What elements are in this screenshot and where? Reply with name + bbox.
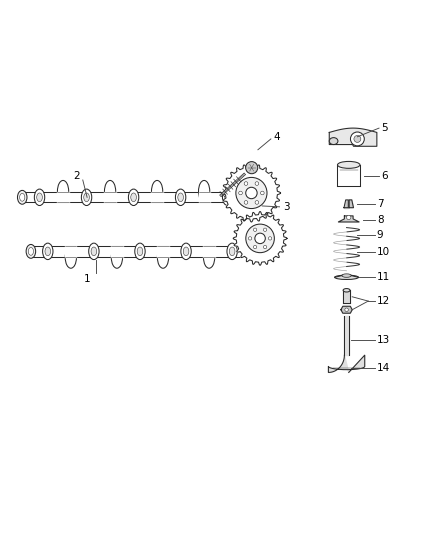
Ellipse shape	[104, 181, 116, 202]
Ellipse shape	[204, 247, 215, 268]
Text: 11: 11	[377, 272, 390, 282]
Text: 10: 10	[377, 247, 390, 257]
Ellipse shape	[338, 161, 360, 168]
Text: 14: 14	[377, 363, 390, 373]
Ellipse shape	[227, 243, 237, 260]
Polygon shape	[233, 212, 287, 265]
Ellipse shape	[128, 189, 139, 206]
Ellipse shape	[37, 193, 42, 201]
Ellipse shape	[178, 193, 184, 201]
Ellipse shape	[335, 275, 358, 279]
Circle shape	[263, 245, 267, 249]
Circle shape	[268, 237, 272, 240]
Polygon shape	[349, 200, 353, 208]
Text: 5: 5	[381, 123, 388, 133]
Ellipse shape	[181, 243, 191, 260]
Ellipse shape	[183, 247, 189, 256]
Text: 2: 2	[73, 171, 80, 181]
Text: 4: 4	[273, 132, 280, 142]
Circle shape	[246, 224, 274, 253]
Circle shape	[246, 187, 257, 199]
Ellipse shape	[91, 247, 97, 256]
Circle shape	[261, 191, 264, 195]
Text: 6: 6	[381, 171, 388, 181]
Text: 3: 3	[283, 202, 290, 212]
Polygon shape	[328, 355, 365, 373]
Ellipse shape	[342, 274, 351, 277]
Circle shape	[346, 215, 351, 220]
Ellipse shape	[223, 189, 233, 206]
Ellipse shape	[230, 247, 235, 256]
Polygon shape	[341, 306, 352, 313]
Ellipse shape	[88, 243, 99, 260]
Circle shape	[236, 177, 267, 208]
Ellipse shape	[42, 243, 53, 260]
Ellipse shape	[65, 247, 77, 268]
Polygon shape	[338, 165, 360, 187]
Polygon shape	[223, 164, 280, 222]
Ellipse shape	[137, 247, 143, 256]
Ellipse shape	[57, 181, 69, 202]
Ellipse shape	[131, 193, 136, 201]
Circle shape	[254, 245, 257, 249]
Circle shape	[248, 237, 252, 240]
Circle shape	[244, 182, 248, 185]
Circle shape	[244, 200, 248, 204]
Text: 13: 13	[377, 335, 390, 345]
Text: 1: 1	[84, 274, 90, 285]
Text: 7: 7	[377, 199, 383, 209]
Circle shape	[254, 228, 257, 231]
Circle shape	[350, 132, 364, 146]
Circle shape	[239, 191, 242, 195]
Ellipse shape	[329, 138, 338, 144]
Circle shape	[255, 233, 265, 244]
Circle shape	[255, 200, 259, 204]
Ellipse shape	[28, 247, 33, 255]
Text: 9: 9	[377, 230, 383, 240]
Polygon shape	[343, 290, 350, 303]
Polygon shape	[338, 216, 359, 222]
Ellipse shape	[34, 189, 45, 206]
Circle shape	[263, 228, 267, 231]
Ellipse shape	[176, 189, 186, 206]
Circle shape	[255, 182, 259, 185]
Circle shape	[354, 135, 361, 142]
Ellipse shape	[45, 247, 51, 256]
Ellipse shape	[152, 181, 163, 202]
Ellipse shape	[135, 243, 145, 260]
Polygon shape	[344, 316, 349, 355]
Ellipse shape	[157, 247, 169, 268]
Ellipse shape	[18, 190, 27, 204]
Ellipse shape	[343, 288, 350, 292]
Ellipse shape	[198, 181, 210, 202]
Circle shape	[246, 161, 258, 174]
Ellipse shape	[84, 193, 89, 201]
Ellipse shape	[225, 193, 230, 201]
Ellipse shape	[26, 245, 35, 259]
Ellipse shape	[111, 247, 123, 268]
Circle shape	[345, 308, 348, 311]
Polygon shape	[344, 200, 348, 208]
Text: 8: 8	[377, 215, 383, 225]
Ellipse shape	[81, 189, 92, 206]
Text: 12: 12	[377, 296, 390, 306]
Ellipse shape	[20, 193, 25, 201]
Polygon shape	[329, 128, 377, 146]
